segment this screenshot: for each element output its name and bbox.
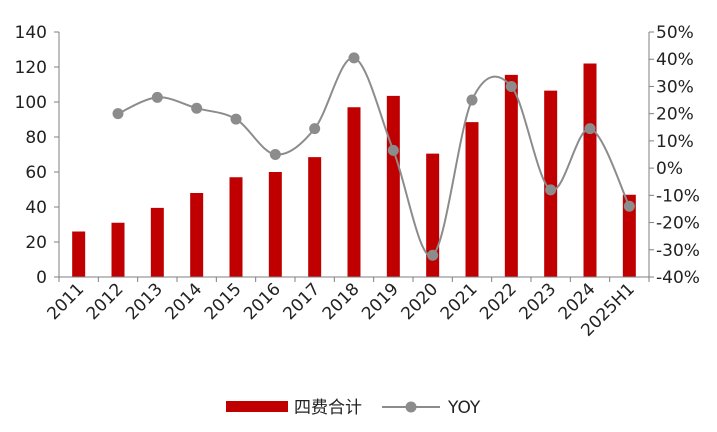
bar-2014	[190, 193, 204, 277]
legend: 四费合计 YOY	[226, 398, 481, 418]
bar-2020	[426, 153, 440, 278]
yoy-point-2012	[112, 108, 124, 120]
left-tick-label: 40	[25, 198, 47, 218]
x-tick-label-2021: 2021	[437, 279, 482, 324]
x-tick-label-2012: 2012	[83, 279, 128, 324]
yoy-point-2015	[230, 113, 242, 125]
bar-2016	[268, 172, 282, 277]
x-tick-label-2022: 2022	[476, 279, 521, 324]
yoy-point-2022	[505, 80, 517, 92]
x-tick-label-2023: 2023	[515, 279, 560, 324]
x-tick-label-2016: 2016	[240, 279, 285, 324]
bar-2013	[150, 207, 164, 278]
right-axis-ticks: -40% -30% -20% -10% 0% 10% 20% 30% 40% 50%	[649, 23, 700, 288]
x-tick-label-2019: 2019	[358, 279, 403, 324]
yoy-point-2019	[387, 144, 399, 156]
bar-2025H1	[622, 194, 636, 277]
x-tick-label-2011: 2011	[43, 279, 88, 324]
x-tick-label-2014: 2014	[161, 279, 206, 324]
yoy-point-2020	[427, 249, 439, 261]
x-tick-label-2013: 2013	[122, 279, 167, 324]
bar-2022	[504, 74, 518, 278]
yoy-point-2025H1	[623, 200, 635, 212]
x-tick-label-2020: 2020	[397, 279, 442, 324]
left-tick-label: 60	[25, 163, 47, 183]
legend-line-marker	[405, 401, 417, 413]
legend-line-label: YOY	[447, 398, 481, 418]
yoy-point-2013	[151, 91, 163, 103]
right-tick-label: 0%	[656, 159, 683, 179]
x-axis-ticks: 2011201220132014201520162017201820192020…	[43, 277, 650, 341]
left-tick-label: 140	[15, 23, 47, 43]
bar-2018	[347, 107, 361, 277]
x-tick-label-2017: 2017	[279, 279, 324, 324]
bar-2023	[544, 90, 558, 278]
bar-2017	[308, 157, 322, 278]
bar-2019	[386, 95, 400, 278]
yoy-point-2018	[348, 52, 360, 64]
axes-layer	[58, 32, 650, 278]
bar-2021	[465, 122, 479, 278]
legend-bar-label: 四费合计	[294, 398, 362, 418]
yoy-point-2016	[269, 149, 281, 160]
bar-2012	[111, 222, 125, 277]
x-tick-label-2015: 2015	[201, 279, 246, 324]
left-axis-ticks: 0 20 40 60 80 100 120 140	[15, 23, 59, 288]
bar-2011	[72, 231, 86, 277]
left-tick-label: 100	[15, 93, 47, 113]
left-tick-label: 120	[15, 58, 47, 78]
left-tick-label: 0	[36, 268, 47, 288]
right-tick-label: 30%	[656, 77, 694, 97]
yoy-point-2024	[584, 123, 596, 135]
right-tick-label: -30%	[656, 241, 700, 261]
legend-bar-swatch	[226, 401, 288, 412]
right-tick-label: -10%	[656, 186, 700, 206]
left-tick-label: 20	[25, 233, 47, 253]
right-tick-label: 20%	[656, 105, 694, 125]
right-tick-label: -20%	[656, 214, 700, 234]
yoy-point-2021	[466, 94, 478, 106]
bar-2024	[583, 63, 597, 277]
x-tick-label-2018: 2018	[319, 279, 364, 324]
right-tick-label: 10%	[656, 132, 694, 152]
yoy-point-2014	[191, 102, 203, 114]
right-tick-label: -40%	[656, 268, 700, 288]
right-tick-label: 50%	[656, 23, 694, 43]
left-tick-label: 80	[25, 128, 47, 148]
right-tick-label: 40%	[656, 50, 694, 70]
bar-2015	[229, 177, 243, 277]
line-layer	[112, 52, 635, 261]
yoy-point-2023	[545, 184, 557, 196]
yoy-point-2017	[309, 123, 321, 135]
